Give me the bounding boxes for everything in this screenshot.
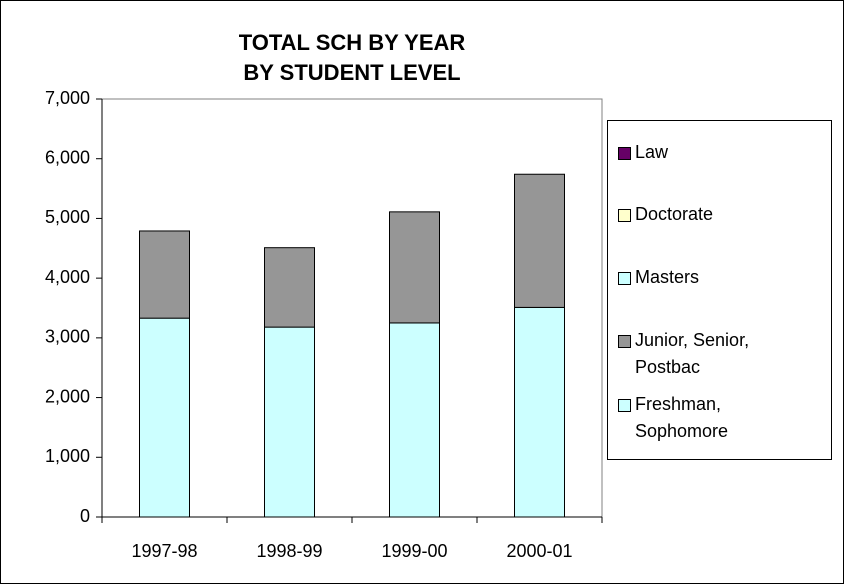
legend-label: Freshman, Sophomore [635, 394, 729, 441]
legend-item: Doctorate [618, 201, 818, 228]
legend-swatch [618, 399, 631, 412]
bar-segment [139, 317, 190, 518]
bar-segment [514, 173, 565, 308]
bar-segment [139, 230, 190, 319]
y-tick-label: 1,000 [45, 446, 90, 466]
y-tick-label: 5,000 [45, 207, 90, 227]
legend-swatch [618, 209, 631, 222]
chart-subtitle: BY STUDENT LEVEL [243, 60, 460, 85]
chart-title: TOTAL SCH BY YEAR [239, 30, 466, 55]
y-tick-label: 4,000 [45, 267, 90, 287]
legend-label: Junior, Senior, Postbac [635, 330, 750, 377]
bar-segment [514, 306, 565, 518]
bar-segment [389, 322, 440, 518]
legend-swatch [618, 147, 631, 160]
y-tick-label: 7,000 [45, 88, 90, 108]
legend: Law Doctorate Masters Junior, Senior, Postb… [607, 120, 832, 460]
bar-segment [264, 247, 315, 328]
x-tick-label: 1997-98 [131, 541, 197, 561]
legend-label: Law [635, 142, 669, 162]
x-tick-label: 1998-99 [256, 541, 322, 561]
legend-swatch [618, 335, 631, 348]
legend-item: Junior, Senior, Postbac [618, 327, 818, 381]
y-tick-label: 0 [80, 506, 90, 526]
bar-segment [264, 326, 315, 518]
y-tick-label: 6,000 [45, 147, 90, 167]
legend-label: Masters [635, 267, 700, 287]
legend-item: Freshman, Sophomore [618, 391, 818, 445]
x-tick-label: 1999-00 [381, 541, 447, 561]
legend-swatch [618, 272, 631, 285]
bar-segment [389, 211, 440, 324]
y-tick-label: 3,000 [45, 327, 90, 347]
legend-item: Masters [618, 264, 818, 291]
x-tick-label: 2000-01 [506, 541, 572, 561]
legend-item: Law [618, 139, 818, 166]
legend-label: Doctorate [635, 204, 714, 224]
y-tick-label: 2,000 [45, 386, 90, 406]
